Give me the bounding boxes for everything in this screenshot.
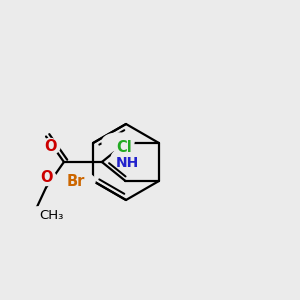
Text: CH₃: CH₃ [39,209,63,222]
Text: Cl: Cl [116,140,132,155]
Text: O: O [44,139,56,154]
Ellipse shape [36,169,56,185]
Ellipse shape [112,148,143,166]
Text: Br: Br [67,173,85,188]
Text: O: O [40,170,52,185]
Ellipse shape [40,139,60,154]
Ellipse shape [63,172,95,190]
Ellipse shape [19,207,63,225]
Ellipse shape [102,133,134,151]
Text: NH: NH [116,156,139,170]
